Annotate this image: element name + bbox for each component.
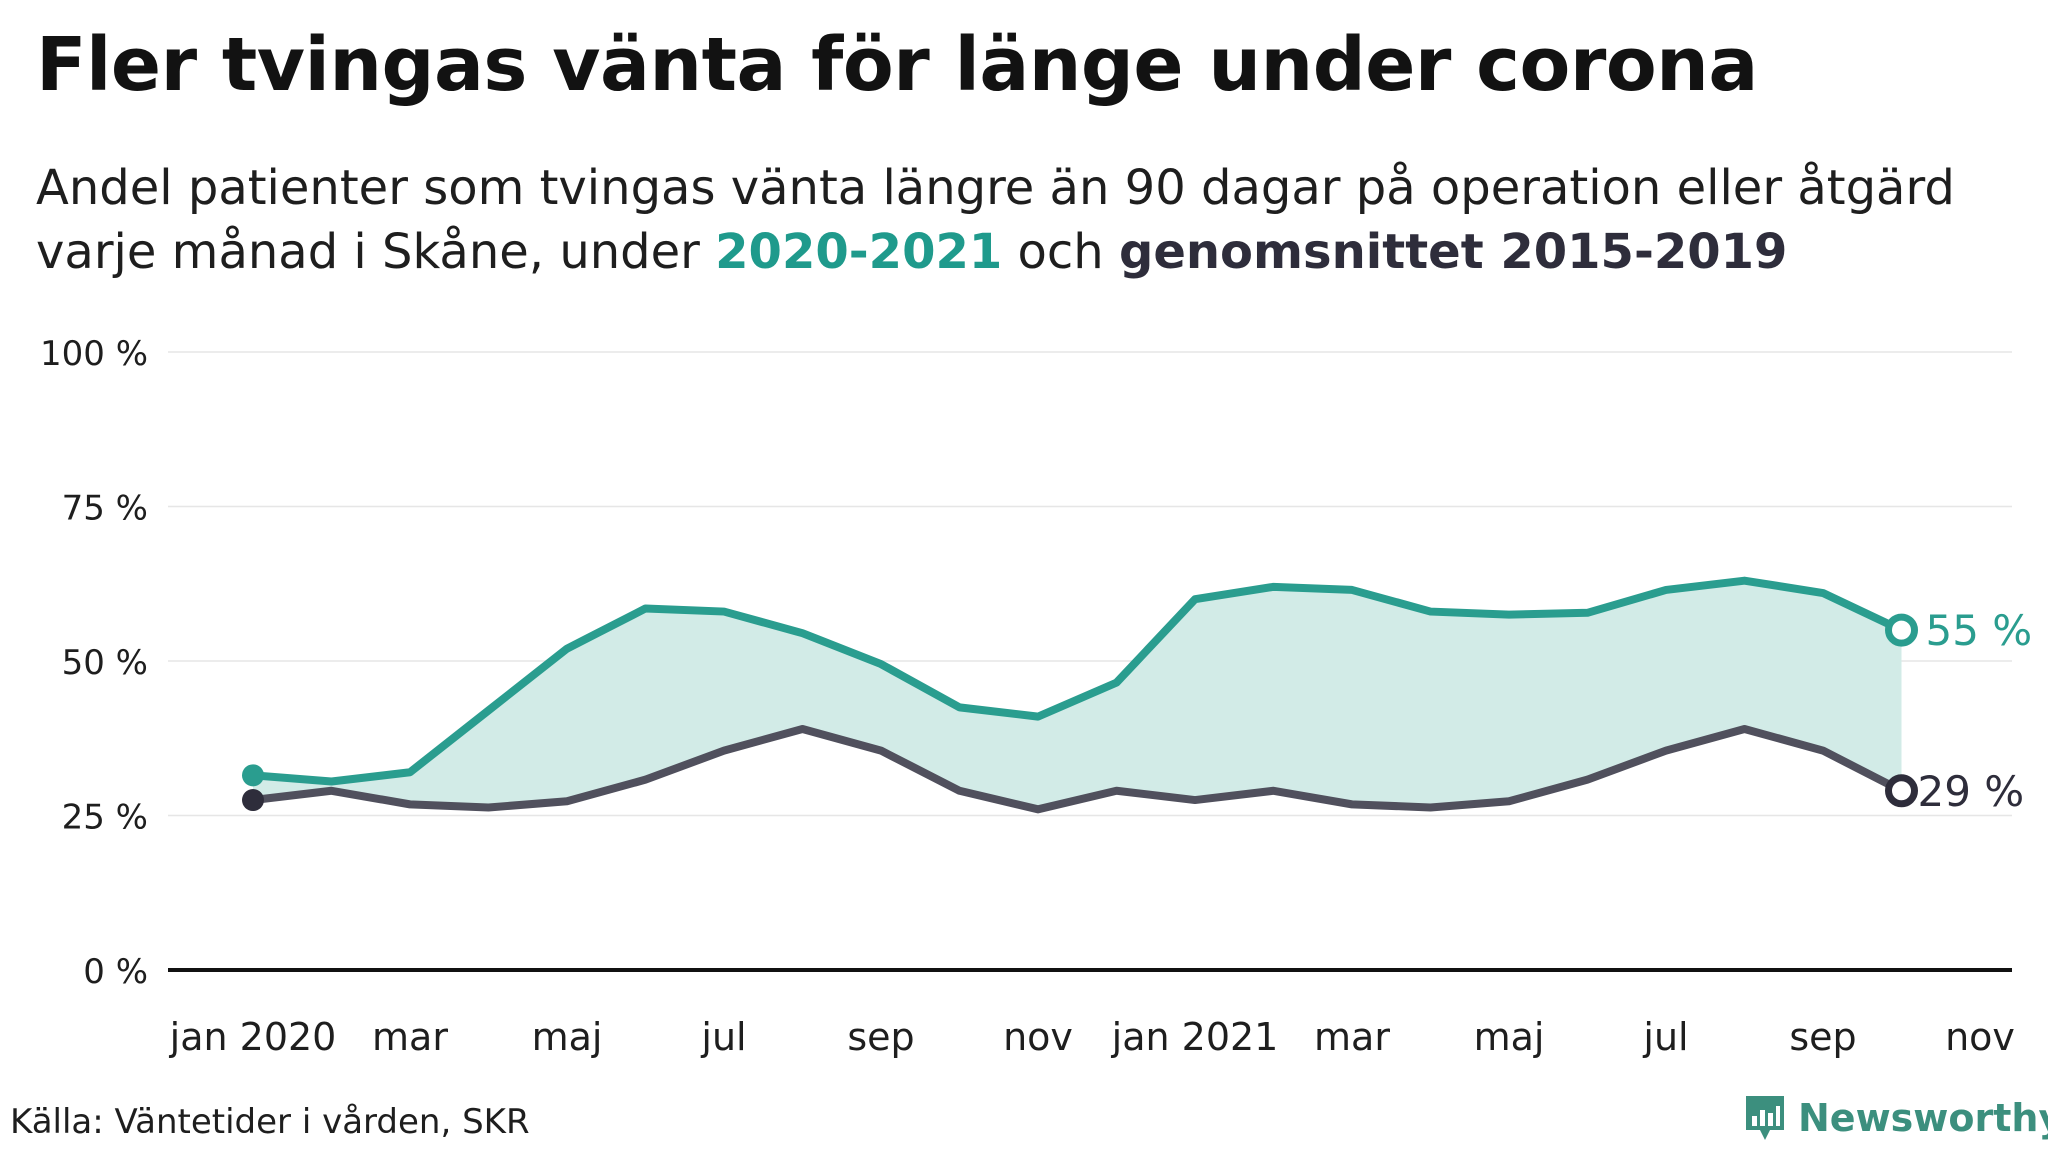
x-tick-label: jul: [1642, 1015, 1688, 1059]
source-note: Källa: Väntetider i vården, SKR: [10, 1102, 530, 1142]
x-tick-label: jul: [700, 1015, 746, 1059]
x-tick-label: sep: [847, 1015, 914, 1059]
brand-name: Newsworthy: [1798, 1096, 2048, 1140]
newsworthy-logo: Newsworthy: [1742, 1092, 2048, 1144]
start-point-2020-2021: [242, 764, 264, 787]
start-point-average: [242, 789, 264, 812]
end-label-average: 29 %: [1918, 767, 2025, 816]
y-tick-label: 50 %: [62, 643, 148, 683]
chart-title: Fler tvingas vänta för länge under coron…: [36, 22, 1758, 108]
end-label-2020-2021: 55 %: [1926, 606, 2033, 655]
x-tick-label: nov: [1003, 1015, 1073, 1059]
x-tick-label: mar: [1314, 1015, 1390, 1059]
x-tick-label: nov: [1945, 1015, 2015, 1059]
subtitle-highlight-average: genomsnittet 2015-2019: [1118, 224, 1788, 280]
newsworthy-icon: [1746, 1096, 1784, 1140]
x-tick-label: maj: [532, 1015, 603, 1059]
gap-area: [253, 580, 1902, 810]
y-tick-label: 75 %: [62, 489, 148, 529]
x-tick-label: mar: [372, 1015, 448, 1059]
subtitle-line-2: varje månad i Skåne, under 2020-2021 och…: [36, 220, 1955, 284]
x-tick-label: jan 2021: [1111, 1015, 1279, 1059]
subtitle-highlight-2020-2021: 2020-2021: [715, 224, 1003, 280]
end-point-average: [1885, 774, 1918, 808]
y-tick-label: 100 %: [40, 334, 148, 374]
subtitle-mid: och: [1002, 224, 1119, 280]
subtitle-line-1: Andel patienter som tvingas vänta längre…: [36, 160, 1955, 216]
y-tick-label: 0 %: [83, 952, 148, 992]
chart-subtitle: Andel patienter som tvingas vänta längre…: [36, 156, 1955, 284]
series-line-average: [249, 724, 1906, 814]
x-tick-label: maj: [1474, 1015, 1545, 1059]
x-tick-label: sep: [1789, 1015, 1856, 1059]
subtitle-line-2-pre: varje månad i Skåne, under: [36, 224, 716, 280]
series-line-2020-2021: [249, 576, 1906, 786]
x-tick-label: jan 2020: [169, 1015, 337, 1059]
y-tick-label: 25 %: [62, 798, 148, 838]
end-point-2020-2021: [1885, 613, 1918, 647]
